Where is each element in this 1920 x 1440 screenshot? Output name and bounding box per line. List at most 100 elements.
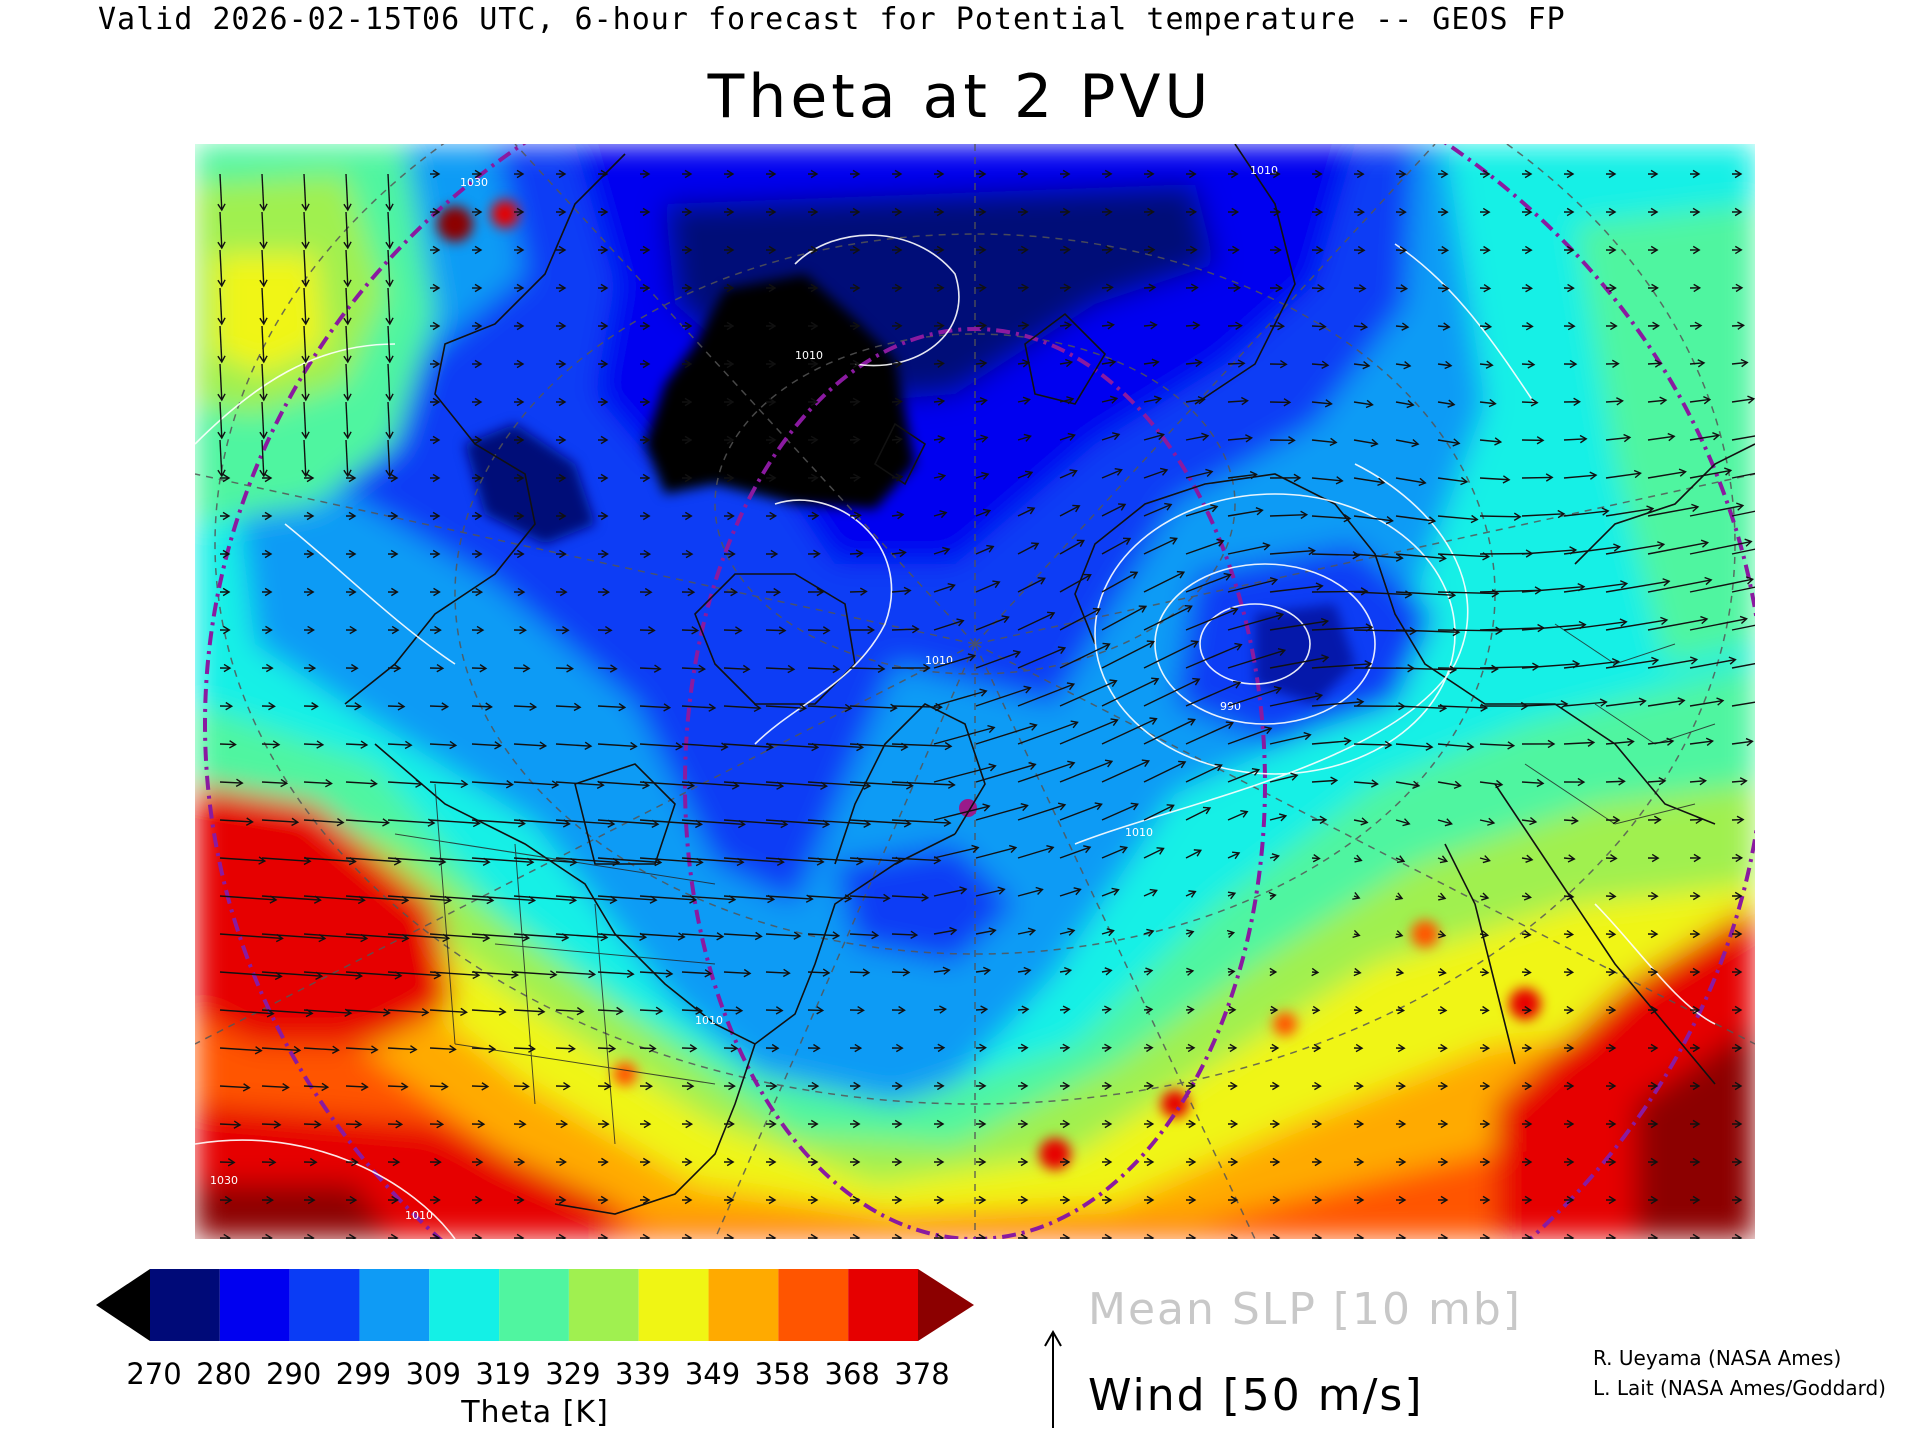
wind-arrow-head bbox=[1035, 886, 1044, 895]
wind-arrow-head bbox=[360, 740, 369, 749]
wind-arrow-head bbox=[1608, 929, 1617, 939]
wind-arrow-head bbox=[432, 245, 441, 255]
wind-arrow-head bbox=[242, 1083, 251, 1092]
wind-arrow-shaft bbox=[975, 362, 987, 365]
wind-arrow-head bbox=[227, 1158, 236, 1167]
wind-arrow-shaft bbox=[429, 1085, 448, 1088]
wind-arrow-shaft bbox=[1437, 591, 1499, 595]
wind-arrow-head bbox=[1734, 1195, 1743, 1205]
wind-arrow-shaft bbox=[975, 399, 987, 403]
theta-map-canvas: 1030 1010 1010 1010 990 1010 1010 1010 1… bbox=[195, 144, 1755, 1239]
wind-arrow-head bbox=[1193, 849, 1202, 857]
wind-arrow-head bbox=[936, 321, 945, 331]
wind-arrow-shaft bbox=[1101, 571, 1138, 593]
wind-arrow-shaft bbox=[1311, 663, 1371, 669]
wind-arrow-head bbox=[810, 321, 819, 331]
wind-arrow-shaft bbox=[555, 895, 617, 901]
wind-arrow-head bbox=[1288, 436, 1296, 445]
wind-arrow-head bbox=[947, 780, 956, 789]
wind-arrow-head bbox=[921, 893, 930, 902]
wind-arrow-head bbox=[894, 1157, 903, 1167]
wind-arrow-shaft bbox=[639, 1047, 656, 1050]
wind-arrow-head bbox=[1083, 845, 1092, 854]
wind-arrow-shaft bbox=[975, 888, 1005, 897]
wind-arrow-head bbox=[259, 355, 268, 364]
wind-arrow-shaft bbox=[1605, 580, 1670, 593]
wind-arrow-head bbox=[434, 625, 442, 635]
wind-arrow-head bbox=[695, 1006, 704, 1015]
wind-arrow-head bbox=[391, 625, 400, 635]
wind-arrow-head bbox=[432, 321, 441, 331]
wind-arrow-shaft bbox=[807, 971, 830, 974]
wind-arrow-head bbox=[1166, 804, 1175, 812]
wind-arrow-head bbox=[1146, 1157, 1155, 1167]
wind-arrow-shaft bbox=[933, 1008, 946, 1011]
wind-arrow-head bbox=[233, 1120, 242, 1129]
wind-arrow-head bbox=[1188, 1119, 1197, 1129]
theta-colorbar bbox=[96, 1269, 974, 1341]
wind-arrow-head bbox=[648, 1044, 657, 1053]
wind-arrow-shaft bbox=[1689, 540, 1752, 555]
wind-arrow-head bbox=[1232, 680, 1242, 689]
wind-arrow-head bbox=[474, 549, 483, 559]
wind-arrow-head bbox=[1439, 1005, 1448, 1015]
wind-arrow-shaft bbox=[261, 1085, 289, 1089]
wind-arrow-head bbox=[684, 245, 693, 255]
contour-label: 1030 bbox=[210, 1174, 238, 1187]
wind-arrow-head bbox=[1438, 930, 1447, 939]
wind-arrow-head bbox=[1491, 664, 1499, 674]
wind-arrow-shaft bbox=[219, 1047, 262, 1052]
wind-arrow-shaft bbox=[471, 1047, 495, 1050]
wind-arrow-shaft bbox=[1647, 699, 1685, 707]
wind-arrow-head bbox=[1130, 571, 1139, 579]
wind-arrow-head bbox=[1188, 1233, 1197, 1239]
wind-arrow-head bbox=[1141, 759, 1150, 768]
wind-arrow-shaft bbox=[303, 363, 307, 401]
wind-arrow-head bbox=[1728, 656, 1737, 665]
wind-arrow-head bbox=[562, 1082, 571, 1091]
wind-arrow-head bbox=[1705, 737, 1714, 746]
wind-arrow-head bbox=[488, 1044, 497, 1054]
wind-arrow-head bbox=[259, 431, 268, 440]
wind-arrow-head bbox=[1613, 543, 1622, 552]
wind-arrow-shaft bbox=[1563, 741, 1594, 745]
wind-arrow-head bbox=[768, 283, 777, 293]
wind-arrow-shaft bbox=[807, 895, 851, 900]
wind-arrow-head bbox=[1315, 207, 1324, 217]
wind-arrow-head bbox=[1401, 322, 1410, 331]
wind-arrow-shaft bbox=[1353, 439, 1378, 445]
wind-arrow-head bbox=[1653, 815, 1662, 825]
wind-arrow-head bbox=[1589, 471, 1598, 480]
wind-arrow-shaft bbox=[555, 781, 604, 786]
wind-arrow-head bbox=[675, 742, 684, 751]
wind-arrow-shaft bbox=[1143, 804, 1174, 821]
wind-arrow-head bbox=[1740, 358, 1749, 368]
wind-arrow-head bbox=[306, 511, 315, 521]
wind-arrow-shaft bbox=[933, 654, 975, 669]
wind-arrow-head bbox=[1314, 1081, 1322, 1091]
wind-arrow-head bbox=[988, 763, 997, 772]
wind-arrow-head bbox=[684, 397, 693, 407]
wind-arrow-head bbox=[978, 169, 987, 179]
wind-arrow-shaft bbox=[471, 971, 518, 976]
wind-arrow-head bbox=[1146, 1081, 1154, 1091]
wind-arrow-shaft bbox=[1353, 743, 1392, 746]
wind-arrow-shaft bbox=[723, 743, 773, 748]
wind-arrow-head bbox=[1608, 1233, 1617, 1239]
wind-arrow-head bbox=[516, 511, 525, 521]
wind-arrow-head bbox=[474, 511, 483, 521]
wind-arrow-head bbox=[1272, 1157, 1281, 1167]
wind-arrow-head bbox=[1495, 626, 1503, 635]
colorbar-tick: 349 bbox=[684, 1357, 741, 1391]
wind-arrow-head bbox=[601, 1157, 609, 1167]
wind-arrow-head bbox=[753, 703, 762, 713]
wind-arrow-head bbox=[474, 283, 483, 293]
wind-arrow-head bbox=[727, 511, 735, 521]
wind-arrow-head bbox=[727, 1119, 735, 1129]
wind-arrow-head bbox=[1482, 169, 1491, 179]
wind-arrow-shaft bbox=[1227, 649, 1285, 669]
wind-arrow-head bbox=[867, 625, 875, 635]
wind-arrow-shaft bbox=[555, 933, 608, 939]
wind-arrow-head bbox=[1689, 656, 1699, 665]
wind-arrow-head bbox=[601, 549, 609, 559]
